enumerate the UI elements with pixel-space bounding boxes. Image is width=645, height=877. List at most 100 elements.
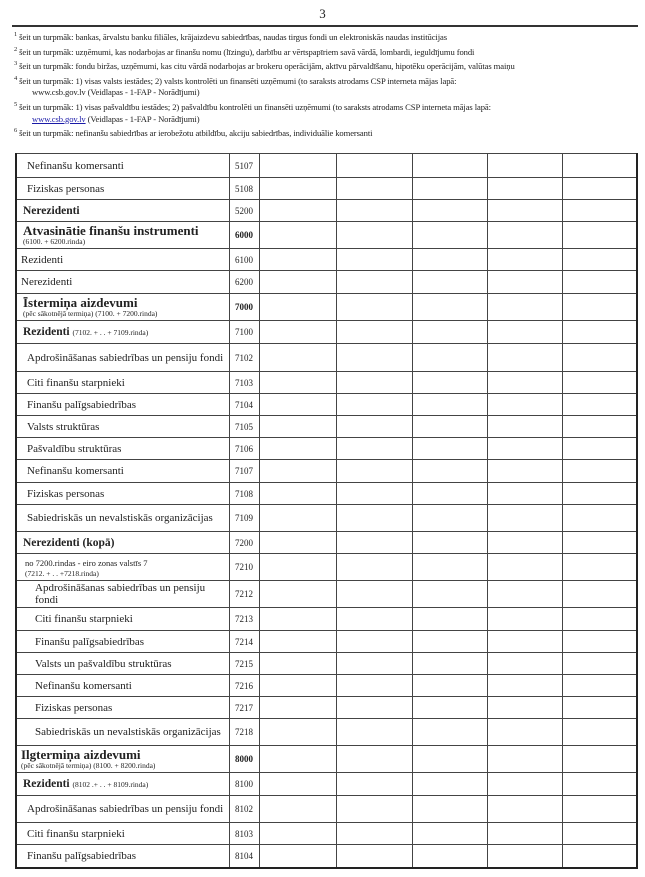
value-cell[interactable]	[486, 177, 563, 200]
value-cell[interactable]	[258, 371, 337, 394]
value-cell[interactable]	[335, 343, 413, 372]
value-cell[interactable]	[486, 696, 563, 719]
value-cell[interactable]	[561, 248, 638, 271]
value-cell[interactable]	[335, 153, 413, 178]
value-cell[interactable]	[486, 393, 563, 416]
value-cell[interactable]	[486, 343, 563, 372]
value-cell[interactable]	[486, 674, 563, 697]
value-cell[interactable]	[411, 772, 488, 796]
value-cell[interactable]	[561, 795, 638, 823]
value-cell[interactable]	[561, 607, 638, 631]
value-cell[interactable]	[335, 221, 413, 249]
value-cell[interactable]	[258, 580, 337, 608]
value-cell[interactable]	[411, 199, 488, 222]
value-cell[interactable]	[258, 221, 337, 249]
value-cell[interactable]	[561, 531, 638, 554]
value-cell[interactable]	[411, 153, 488, 178]
value-cell[interactable]	[561, 437, 638, 460]
value-cell[interactable]	[335, 580, 413, 608]
value-cell[interactable]	[561, 674, 638, 697]
value-cell[interactable]	[258, 393, 337, 416]
value-cell[interactable]	[486, 531, 563, 554]
value-cell[interactable]	[258, 607, 337, 631]
value-cell[interactable]	[335, 696, 413, 719]
value-cell[interactable]	[258, 459, 337, 483]
value-cell[interactable]	[561, 199, 638, 222]
value-cell[interactable]	[411, 482, 488, 505]
value-cell[interactable]	[335, 415, 413, 438]
value-cell[interactable]	[561, 293, 638, 321]
value-cell[interactable]	[411, 607, 488, 631]
value-cell[interactable]	[411, 844, 488, 869]
value-cell[interactable]	[411, 415, 488, 438]
value-cell[interactable]	[411, 652, 488, 675]
value-cell[interactable]	[258, 718, 337, 746]
value-cell[interactable]	[258, 482, 337, 505]
value-cell[interactable]	[486, 607, 563, 631]
value-cell[interactable]	[335, 482, 413, 505]
value-cell[interactable]	[335, 531, 413, 554]
value-cell[interactable]	[561, 415, 638, 438]
value-cell[interactable]	[561, 630, 638, 653]
value-cell[interactable]	[486, 293, 563, 321]
value-cell[interactable]	[335, 630, 413, 653]
value-cell[interactable]	[258, 320, 337, 344]
value-cell[interactable]	[561, 822, 638, 845]
value-cell[interactable]	[561, 696, 638, 719]
value-cell[interactable]	[486, 459, 563, 483]
value-cell[interactable]	[561, 504, 638, 532]
value-cell[interactable]	[561, 320, 638, 344]
value-cell[interactable]	[486, 630, 563, 653]
value-cell[interactable]	[335, 177, 413, 200]
value-cell[interactable]	[411, 504, 488, 532]
value-cell[interactable]	[411, 270, 488, 294]
value-cell[interactable]	[335, 674, 413, 697]
value-cell[interactable]	[561, 371, 638, 394]
value-cell[interactable]	[486, 270, 563, 294]
value-cell[interactable]	[486, 199, 563, 222]
value-cell[interactable]	[561, 459, 638, 483]
value-cell[interactable]	[411, 674, 488, 697]
value-cell[interactable]	[335, 822, 413, 845]
value-cell[interactable]	[561, 343, 638, 372]
value-cell[interactable]	[335, 270, 413, 294]
value-cell[interactable]	[411, 531, 488, 554]
value-cell[interactable]	[486, 795, 563, 823]
value-cell[interactable]	[258, 153, 337, 178]
value-cell[interactable]	[258, 652, 337, 675]
value-cell[interactable]	[561, 772, 638, 796]
value-cell[interactable]	[561, 652, 638, 675]
value-cell[interactable]	[335, 320, 413, 344]
value-cell[interactable]	[561, 482, 638, 505]
value-cell[interactable]	[258, 630, 337, 653]
value-cell[interactable]	[561, 393, 638, 416]
value-cell[interactable]	[486, 745, 563, 773]
value-cell[interactable]	[486, 822, 563, 845]
value-cell[interactable]	[561, 580, 638, 608]
value-cell[interactable]	[411, 437, 488, 460]
csb-link[interactable]: www.csb.gov.lv	[32, 113, 86, 124]
value-cell[interactable]	[335, 652, 413, 675]
value-cell[interactable]	[411, 221, 488, 249]
value-cell[interactable]	[335, 437, 413, 460]
value-cell[interactable]	[258, 177, 337, 200]
value-cell[interactable]	[411, 696, 488, 719]
value-cell[interactable]	[411, 580, 488, 608]
value-cell[interactable]	[258, 531, 337, 554]
value-cell[interactable]	[561, 844, 638, 869]
value-cell[interactable]	[486, 153, 563, 178]
value-cell[interactable]	[258, 795, 337, 823]
value-cell[interactable]	[258, 553, 337, 581]
value-cell[interactable]	[335, 718, 413, 746]
value-cell[interactable]	[561, 553, 638, 581]
value-cell[interactable]	[258, 415, 337, 438]
value-cell[interactable]	[258, 772, 337, 796]
value-cell[interactable]	[486, 580, 563, 608]
value-cell[interactable]	[411, 177, 488, 200]
value-cell[interactable]	[335, 844, 413, 869]
value-cell[interactable]	[486, 718, 563, 746]
value-cell[interactable]	[258, 270, 337, 294]
value-cell[interactable]	[335, 772, 413, 796]
value-cell[interactable]	[335, 459, 413, 483]
value-cell[interactable]	[258, 696, 337, 719]
